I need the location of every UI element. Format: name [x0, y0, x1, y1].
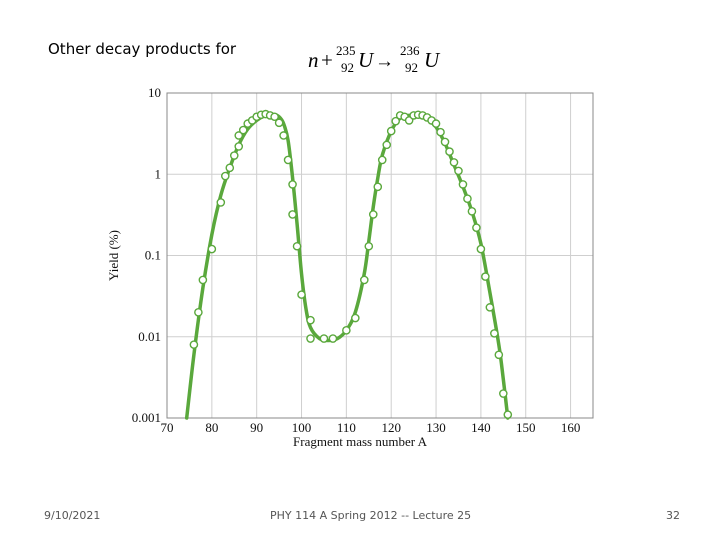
data-point — [306, 315, 315, 325]
data-point — [481, 272, 490, 281]
chart-grid — [166, 92, 593, 419]
data-point — [288, 210, 297, 219]
y-axis-title: Yield (%) — [106, 230, 121, 281]
data-point — [391, 116, 400, 126]
footer-page-number: 32 — [666, 509, 680, 522]
x-tick-label: 70 — [161, 420, 174, 435]
x-tick-label: 110 — [337, 420, 356, 435]
u236-symbol: U — [424, 48, 440, 72]
x-tick-label: 130 — [426, 420, 446, 435]
footer-date: 9/10/2021 — [44, 509, 101, 522]
data-point — [207, 244, 217, 254]
data-point — [458, 180, 468, 189]
plus-sign: + — [321, 48, 333, 72]
u235-symbol: U — [358, 48, 374, 72]
x-tick-label: 90 — [250, 420, 263, 435]
data-point — [382, 140, 392, 150]
data-point — [234, 131, 244, 140]
data-point — [440, 137, 450, 147]
data-point — [445, 147, 454, 156]
data-point — [328, 334, 338, 343]
y-tick-label: 10 — [148, 85, 161, 100]
data-point — [342, 326, 351, 335]
data-points-layer — [189, 109, 513, 419]
data-point — [229, 151, 239, 160]
data-point — [292, 241, 302, 251]
data-point — [449, 158, 459, 167]
x-tick-label: 100 — [292, 420, 312, 435]
data-point — [306, 334, 315, 343]
u236-atomic-number: 92 — [405, 60, 418, 75]
plot-frame — [166, 92, 594, 419]
data-point — [494, 350, 504, 360]
data-point — [360, 275, 369, 285]
data-point — [364, 241, 374, 251]
data-point — [503, 410, 513, 419]
data-point — [377, 155, 387, 165]
x-axis-title: Fragment mass number A — [293, 434, 428, 449]
data-point — [467, 206, 477, 216]
y-tick-label: 0.01 — [138, 329, 161, 344]
data-point — [454, 166, 463, 176]
tick-labels: 70 80 90 100 110 120 130 140 150 1600.0010.010.11… — [132, 85, 581, 435]
data-point — [386, 126, 396, 136]
data-point — [485, 303, 495, 312]
neutron-symbol: n — [308, 48, 319, 72]
u236-mass-number: 236 — [400, 43, 420, 58]
data-point — [189, 340, 199, 349]
reaction-arrow: → — [375, 51, 394, 72]
y-tick-label: 0.1 — [145, 248, 161, 263]
x-tick-label: 160 — [561, 420, 581, 435]
data-point — [216, 198, 226, 207]
yield-curve-layer — [184, 112, 510, 420]
u235-atomic-number: 92 — [341, 60, 354, 75]
x-tick-label: 80 — [205, 420, 218, 435]
x-tick-label: 140 — [471, 420, 491, 435]
data-point — [499, 389, 508, 398]
data-point — [283, 155, 293, 165]
data-point — [274, 118, 284, 128]
data-point — [288, 180, 297, 189]
yield-curve — [184, 112, 510, 420]
x-tick-label: 120 — [381, 420, 401, 435]
data-point — [279, 131, 288, 140]
data-point — [368, 210, 378, 219]
data-point — [225, 163, 235, 173]
data-point — [270, 112, 279, 122]
slide-heading: Other decay products for — [48, 40, 237, 58]
data-point — [319, 334, 329, 343]
data-point — [351, 313, 360, 323]
data-point — [194, 307, 203, 317]
data-point — [238, 125, 248, 135]
x-tick-label: 150 — [516, 420, 536, 435]
u235-mass-number: 235 — [336, 43, 356, 58]
data-point — [472, 223, 481, 232]
data-point — [198, 275, 208, 285]
data-point — [431, 119, 441, 128]
data-point — [436, 127, 445, 137]
y-tick-label: 0.001 — [132, 410, 161, 425]
data-point — [490, 329, 499, 338]
data-point — [220, 171, 230, 181]
y-tick-label: 1 — [155, 166, 162, 181]
footer-course: PHY 114 A Spring 2012 -- Lecture 25 — [270, 509, 472, 522]
data-point — [373, 182, 383, 192]
data-point — [463, 194, 472, 204]
data-point — [234, 142, 244, 151]
data-point — [476, 244, 486, 254]
data-point — [297, 290, 306, 299]
